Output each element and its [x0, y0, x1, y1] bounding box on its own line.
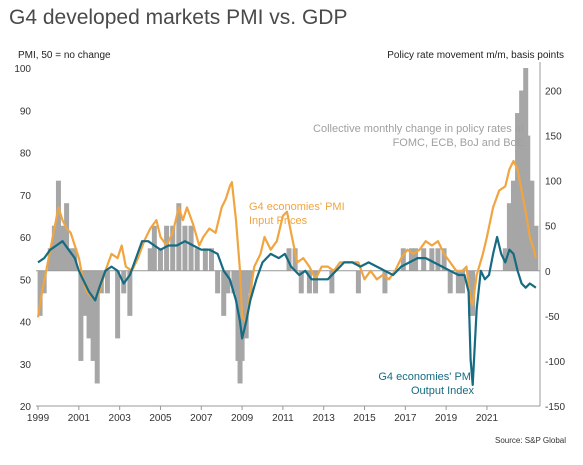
input-prices-line [36, 159, 537, 323]
left-tick-label: 80 [20, 149, 32, 160]
left-axis-label: PMI, 50 = no change [18, 50, 111, 61]
rate-change-bar [529, 180, 535, 271]
rate-change-bar [231, 270, 237, 294]
rate-change-bar [90, 270, 96, 361]
rate-change-bar [164, 225, 170, 271]
right-tick-label: 50 [545, 222, 557, 233]
rate-change-bar [202, 248, 208, 271]
rate-change-bar [421, 248, 427, 271]
rate-change-bar [104, 270, 110, 294]
output-index-annotation: Output Index [411, 385, 474, 397]
rate-change-bar [176, 203, 182, 271]
rate-change-bar [86, 270, 92, 339]
rate-change-bar [208, 248, 214, 271]
left-tick-label: 30 [20, 360, 32, 371]
rate-change-bar [306, 270, 312, 294]
x-tick-label: 2007 [190, 413, 213, 424]
rate-change-bar [435, 248, 441, 271]
right-axis-label: Policy rate movement m/m, basis points [387, 50, 564, 61]
rate-change-bar [215, 270, 221, 294]
left-tick-label: 50 [20, 275, 32, 286]
rate-change-bar [243, 270, 249, 339]
rate-change-bar [382, 270, 388, 294]
right-tick-label: -50 [545, 312, 560, 323]
x-tick-label: 2017 [394, 413, 417, 424]
rate-change-bar [60, 225, 66, 271]
right-tick-label: 100 [545, 177, 562, 188]
rate-change-bar [429, 248, 435, 271]
rate-change-bar [533, 225, 539, 271]
left-tick-label: 90 [20, 106, 32, 117]
rate-change-bar [400, 248, 406, 271]
x-tick-label: 2015 [353, 413, 376, 424]
input-prices-annotation: G4 economies' PMI [249, 201, 345, 213]
rate-change-bar [292, 248, 298, 271]
left-tick-label: 70 [20, 191, 32, 202]
rate-change-bar [459, 270, 465, 294]
bars-annotation: FOMC, ECB, BoJ and BoE [393, 137, 524, 149]
rate-change-bar [115, 270, 121, 339]
rate-change-bar [51, 225, 57, 271]
rate-change-bar [225, 270, 231, 294]
left-tick-label: 40 [20, 318, 32, 329]
right-tick-label: -150 [545, 402, 565, 413]
rate-change-bar [470, 270, 476, 316]
left-tick-label: 20 [20, 402, 32, 413]
rate-change-bar [408, 248, 414, 271]
right-tick-label: 150 [545, 132, 562, 143]
rate-change-bar [510, 180, 516, 271]
rate-change-bar [286, 248, 292, 271]
rate-change-bar [37, 270, 43, 316]
x-tick-label: 2001 [68, 413, 91, 424]
left-tick-label: 60 [20, 233, 32, 244]
rate-change-bar [355, 270, 361, 294]
chart-title: G4 developed markets PMI vs. GDP [9, 6, 348, 29]
rate-change-bar [78, 270, 84, 361]
rate-change-bar [147, 248, 153, 271]
rate-change-bar [441, 248, 447, 271]
rate-change-bar [221, 270, 227, 316]
rate-change-bar [194, 248, 200, 271]
rate-change-bar [47, 248, 53, 271]
x-tick-label: 2005 [149, 413, 172, 424]
output-index-line [37, 235, 537, 386]
rate-change-bar [329, 270, 335, 294]
right-tick-label: -100 [545, 357, 565, 368]
rate-change-bar [247, 270, 253, 294]
bars-annotation: Collective monthly change in policy rate… [313, 123, 524, 135]
rate-change-bar [64, 203, 70, 271]
x-tick-label: 1999 [27, 413, 50, 424]
right-tick-label: 0 [545, 267, 551, 278]
right-tick-label: 200 [545, 87, 562, 98]
rate-change-bar [506, 203, 512, 271]
input-prices-annotation: Input Prices [249, 215, 308, 227]
rate-change-bar [82, 270, 88, 316]
x-tick-label: 2019 [435, 413, 458, 424]
rate-change-bar [182, 225, 188, 271]
rate-change-bar [94, 270, 100, 384]
left-tick-label: 100 [14, 64, 31, 75]
rate-change-bar [313, 270, 319, 294]
rate-change-bar [127, 270, 133, 316]
x-tick-label: 2011 [272, 413, 294, 424]
rate-change-bar [170, 225, 176, 271]
rate-change-bar [151, 225, 157, 271]
x-tick-label: 2009 [231, 413, 254, 424]
x-tick-label: 2021 [476, 413, 499, 424]
rate-change-bar [55, 180, 61, 271]
x-tick-label: 2013 [313, 413, 336, 424]
rate-change-bar [298, 270, 304, 294]
rate-change-bar [525, 135, 531, 271]
x-tick-label: 2003 [109, 413, 132, 424]
rate-change-bar [157, 248, 163, 271]
rate-change-bar [447, 270, 453, 294]
rate-change-bar [455, 270, 461, 294]
rate-change-bar [519, 90, 525, 271]
output-index-annotation: G4 economies' PMI [378, 371, 474, 383]
source-note: Source: S&P Global [494, 436, 566, 445]
rate-change-bar [68, 248, 74, 271]
rate-change-bar [188, 225, 194, 271]
